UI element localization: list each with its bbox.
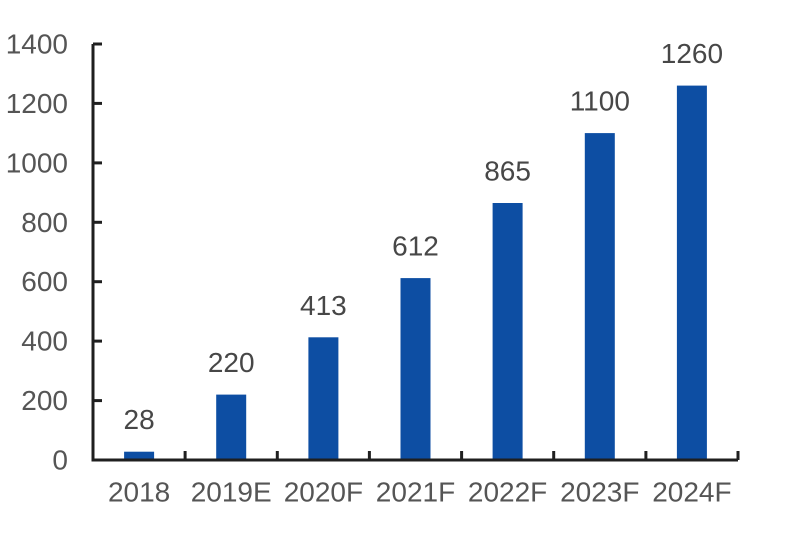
svg-text:2023F: 2023F bbox=[560, 477, 639, 508]
svg-text:1000: 1000 bbox=[6, 147, 68, 178]
svg-text:2018: 2018 bbox=[108, 477, 170, 508]
svg-text:865: 865 bbox=[484, 156, 531, 187]
svg-text:2021F: 2021F bbox=[376, 477, 455, 508]
svg-text:2020F: 2020F bbox=[284, 477, 363, 508]
svg-text:0: 0 bbox=[52, 445, 68, 476]
svg-text:800: 800 bbox=[21, 207, 68, 238]
svg-text:220: 220 bbox=[208, 347, 255, 378]
svg-text:1200: 1200 bbox=[6, 88, 68, 119]
svg-text:413: 413 bbox=[300, 290, 347, 321]
svg-text:1100: 1100 bbox=[570, 86, 630, 117]
svg-text:2019E: 2019E bbox=[191, 477, 272, 508]
svg-text:200: 200 bbox=[21, 385, 68, 416]
svg-text:612: 612 bbox=[392, 231, 439, 262]
svg-text:1400: 1400 bbox=[6, 29, 68, 60]
svg-text:2024F: 2024F bbox=[652, 477, 731, 508]
svg-text:1260: 1260 bbox=[661, 38, 723, 69]
svg-text:400: 400 bbox=[21, 326, 68, 357]
svg-text:600: 600 bbox=[21, 266, 68, 297]
svg-text:2022F: 2022F bbox=[468, 477, 547, 508]
svg-text:28: 28 bbox=[124, 404, 155, 435]
